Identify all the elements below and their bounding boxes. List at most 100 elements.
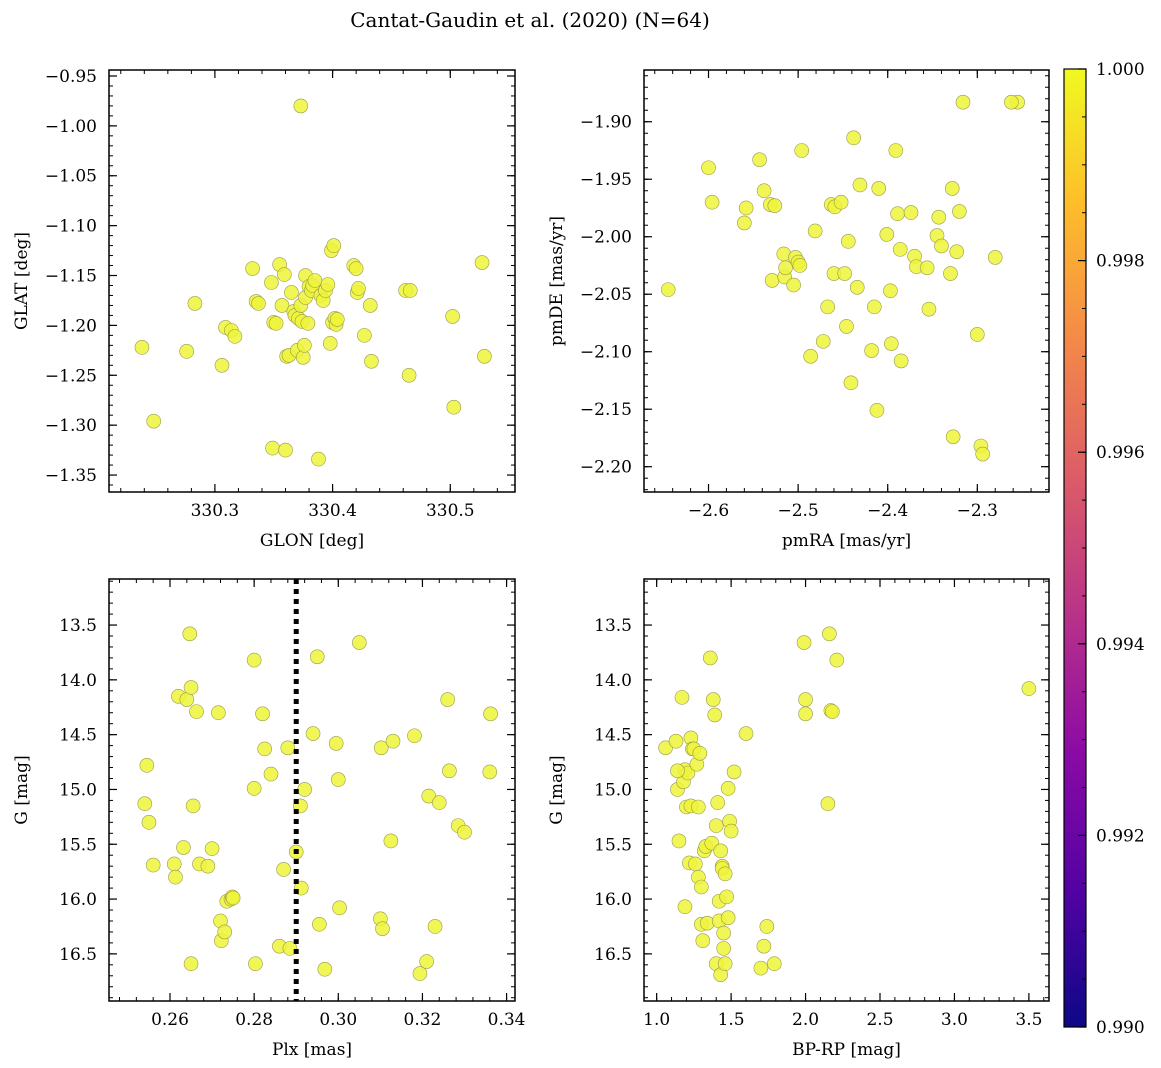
data-point [884,336,899,351]
data-point [716,941,731,956]
x-axis-label: BP-RP [mag] [792,1040,901,1060]
data-point [245,261,260,276]
y-tick-label: −2.20 [580,458,632,478]
data-point [328,736,344,751]
data-point [145,857,161,873]
data-point [719,889,734,905]
data-point [710,795,726,810]
minor-ticks [644,70,1050,492]
y-axis-label: pmDE [mas/yr] [547,216,567,346]
data-point [189,704,204,719]
data-point [943,266,958,281]
y-tick-label: −1.10 [45,217,97,237]
data-point [815,334,831,349]
data-point [300,316,316,331]
data-point [792,258,808,273]
y-tick-label: −1.20 [45,316,97,336]
data-point [688,856,703,872]
data-point [864,343,879,358]
data-point [419,954,434,969]
plot-frame [108,69,516,493]
data-point [326,238,342,253]
data-point [385,733,401,749]
data-point [843,375,859,391]
y-tick-label: 16.5 [594,945,632,965]
data-point [866,299,882,315]
data-point [375,921,390,936]
minor-ticks [109,579,515,1001]
data-point [305,726,321,741]
data-point [357,328,372,343]
data-point [822,626,837,642]
data-point [756,183,772,199]
data-point [704,194,720,210]
data-point [919,260,935,276]
x-tick-label: 3.5 [1015,1010,1042,1030]
data-point [332,900,347,916]
data-point [738,200,754,216]
data-point [944,181,960,196]
data-point [176,840,191,855]
data-point [284,285,299,300]
data-point [798,706,813,722]
colorbar: 0.990 0.992 0.994 0.996 0.998 1.000 [1063,60,1145,1038]
data-point [903,205,919,220]
data-point [330,772,346,787]
data-point [945,429,961,445]
data-point [803,349,818,364]
x-tick-label: 1.0 [643,1010,670,1030]
data-point [330,312,345,327]
data-point [352,635,367,650]
data-point [658,740,673,756]
data-point [892,242,908,257]
x-tick-label: 0.34 [488,1010,526,1030]
data-point [955,94,971,110]
x-tick-label: 0.30 [319,1010,357,1030]
data-point [307,273,323,288]
colorbar-tick-label: 0.998 [1096,252,1145,272]
data-point [705,692,721,707]
x-tick-label: 330.5 [426,501,475,521]
data-point [348,261,364,276]
data-point [251,296,266,311]
data-point [670,763,685,779]
data-point [692,745,708,761]
data-point [280,740,296,756]
data-point [317,961,333,977]
y-tick-label: −1.05 [45,167,97,187]
data-point [893,353,909,369]
x-axis-label: pmRA [mas/yr] [782,531,911,551]
x-tick-label: −2.6 [688,501,729,521]
data-point [807,223,823,239]
data-point [248,956,263,972]
x-tick-label: −2.4 [867,501,908,521]
data-point [263,766,279,782]
y-tick-label: −1.00 [45,117,97,137]
data-point [320,277,336,292]
data-point [311,451,326,467]
plot-frame [643,69,1050,493]
data-point [738,726,754,741]
data-point [702,650,718,666]
data-point [764,273,780,288]
y-tick-label: 16.0 [59,890,97,910]
x-tick-label: −2.3 [957,501,998,521]
data-point [717,866,733,882]
data-point [952,204,967,219]
y-tick-label: −2.00 [580,228,632,248]
x-tick-label: 2.5 [866,1010,893,1030]
data-point [362,298,378,313]
data-point [934,238,949,254]
data-point [701,160,716,176]
data-point [179,344,194,359]
scatter-points [134,98,492,467]
data-point [833,194,849,210]
data-point [694,879,709,895]
data-point [407,728,422,744]
data-point [134,340,150,355]
data-point [839,319,854,334]
data-point [168,869,183,885]
x-tick-label: −2.5 [777,501,818,521]
data-point [282,941,298,956]
data-point [482,764,498,780]
